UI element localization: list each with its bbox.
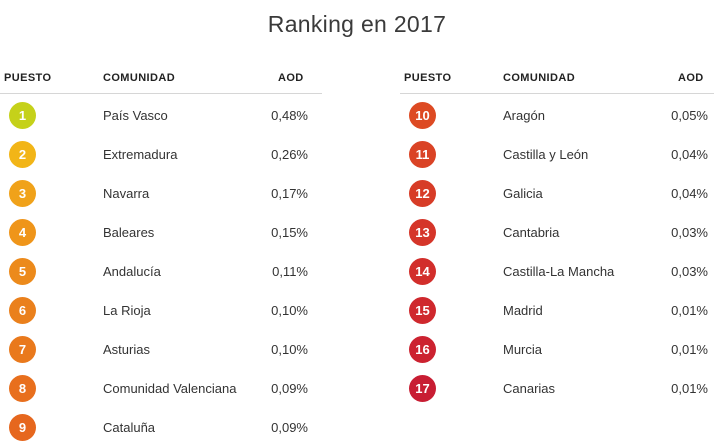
table-row: 3 Navarra 0,17% — [0, 172, 322, 211]
header-value: AOD — [678, 72, 704, 84]
rank-badge: 14 — [409, 258, 436, 285]
rank-badge: 8 — [9, 375, 36, 402]
table-row: 2 Extremadura 0,26% — [0, 133, 322, 172]
aod-value: 0,04% — [671, 147, 708, 162]
table-row: 6 La Rioja 0,10% — [0, 289, 322, 328]
table-row: 9 Cataluña 0,09% — [0, 406, 322, 445]
table-row: 10 Aragón 0,05% — [400, 94, 714, 133]
table-body: 10 Aragón 0,05% 11 Castilla y León 0,04% 12 Gal… — [400, 94, 714, 406]
header-community: COMUNIDAD — [503, 72, 576, 84]
table-row: 14 Castilla-La Mancha 0,03% — [400, 250, 714, 289]
community-name: Baleares — [103, 225, 155, 240]
table-body: 1 País Vasco 0,48% 2 Extremadura 0,26% 3 Navarr… — [0, 94, 322, 445]
community-name: Murcia — [503, 342, 543, 357]
aod-value: 0,11% — [272, 264, 308, 279]
aod-value: 0,26% — [271, 147, 308, 162]
rank-badge: 1 — [9, 102, 36, 129]
header-value: AOD — [278, 72, 304, 84]
community-name: Navarra — [103, 186, 150, 201]
table-header: PUESTO COMUNIDAD AOD — [400, 60, 714, 94]
aod-value: 0,03% — [671, 225, 708, 240]
aod-value: 0,05% — [671, 108, 708, 123]
rank-badge: 10 — [409, 102, 436, 129]
community-name: Cataluña — [103, 420, 156, 435]
community-name: Comunidad Valenciana — [103, 381, 237, 396]
community-name: Madrid — [503, 303, 543, 318]
table-row: 7 Asturias 0,10% — [0, 328, 322, 367]
rank-badge: 15 — [409, 297, 436, 324]
aod-value: 0,09% — [271, 420, 308, 435]
community-name: Andalucía — [103, 264, 161, 279]
table-row: 12 Galicia 0,04% — [400, 172, 714, 211]
rank-badge: 13 — [409, 219, 436, 246]
table-row: 16 Murcia 0,01% — [400, 328, 714, 367]
aod-value: 0,48% — [271, 108, 308, 123]
table-row: 15 Madrid 0,01% — [400, 289, 714, 328]
rank-badge: 7 — [9, 336, 36, 363]
table-header: PUESTO COMUNIDAD AOD — [0, 60, 322, 94]
table-row: 4 Baleares 0,15% — [0, 211, 322, 250]
community-name: Castilla-La Mancha — [503, 264, 615, 279]
rank-badge: 2 — [9, 141, 36, 168]
rank-badge: 3 — [9, 180, 36, 207]
aod-value: 0,03% — [671, 264, 708, 279]
community-name: País Vasco — [103, 108, 168, 123]
community-name: Galicia — [503, 186, 543, 201]
table-row: 1 País Vasco 0,48% — [0, 94, 322, 133]
aod-value: 0,17% — [271, 186, 308, 201]
aod-value: 0,01% — [671, 303, 708, 318]
table-row: 13 Cantabria 0,03% — [400, 211, 714, 250]
rank-badge: 12 — [409, 180, 436, 207]
community-name: La Rioja — [103, 303, 151, 318]
aod-value: 0,01% — [671, 342, 708, 357]
aod-value: 0,04% — [671, 186, 708, 201]
community-name: Cantabria — [503, 225, 560, 240]
aod-value: 0,15% — [271, 225, 308, 240]
table-row: 8 Comunidad Valenciana 0,09% — [0, 367, 322, 406]
community-name: Asturias — [103, 342, 150, 357]
community-name: Extremadura — [103, 147, 178, 162]
table-row: 11 Castilla y León 0,04% — [400, 133, 714, 172]
ranking-table-left: PUESTO COMUNIDAD AOD 1 País Vasco 0,48% 2 Ex… — [0, 60, 322, 445]
rank-badge: 6 — [9, 297, 36, 324]
community-name: Canarias — [503, 381, 556, 396]
rank-badge: 16 — [409, 336, 436, 363]
rank-badge: 9 — [9, 414, 36, 441]
rank-badge: 11 — [409, 141, 436, 168]
header-rank: PUESTO — [4, 72, 52, 84]
table-row: 5 Andalucía 0,11% — [0, 250, 322, 289]
community-name: Castilla y León — [503, 147, 589, 162]
rank-badge: 4 — [9, 219, 36, 246]
rank-badge: 5 — [9, 258, 36, 285]
table-row: 17 Canarias 0,01% — [400, 367, 714, 406]
aod-value: 0,10% — [271, 303, 308, 318]
rank-badge: 17 — [409, 375, 436, 402]
community-name: Aragón — [503, 108, 545, 123]
aod-value: 0,09% — [271, 381, 308, 396]
aod-value: 0,10% — [271, 342, 308, 357]
ranking-table-right: PUESTO COMUNIDAD AOD 10 Aragón 0,05% 11 Cast… — [400, 60, 714, 406]
header-community: COMUNIDAD — [103, 72, 176, 84]
page-title: Ranking en 2017 — [267, 11, 447, 37]
header-rank: PUESTO — [404, 72, 452, 84]
aod-value: 0,01% — [671, 381, 708, 396]
